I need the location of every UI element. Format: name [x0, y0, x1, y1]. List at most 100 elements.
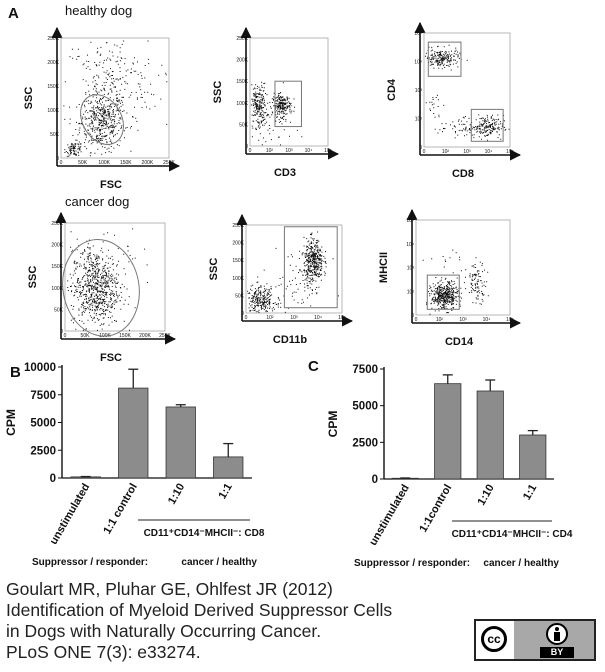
category-label: 1:1control	[417, 483, 454, 535]
caption-line-2: Identification of Myeloid Derived Suppre…	[6, 600, 393, 620]
bar	[213, 456, 244, 479]
y-tick-label: 100K	[236, 101, 248, 107]
x-tick-label: 10³	[285, 148, 293, 154]
x-axis-label: FSC	[100, 352, 122, 364]
flow-plot-ssc-fsc-healthy: 250K 200K 150K 100K 50K 00 50K 100K 150K 200K 250K…	[23, 26, 181, 191]
bar	[476, 390, 504, 480]
x-tick-label: 0	[423, 149, 426, 155]
gate-rectangle	[274, 80, 302, 128]
scatter-events	[422, 249, 489, 315]
gate-rectangle	[283, 226, 338, 309]
x-tick-label: 10⁵	[324, 148, 332, 154]
citation-caption: Goulart MR, Pluhar GE, Ohlfest JR (2012)…	[6, 579, 392, 663]
y-tick-label: 200K	[47, 60, 59, 66]
suppressor-responder-value: cancer / healthy	[483, 558, 559, 569]
gate-rectangle	[426, 274, 460, 310]
suppressor-responder-label: Suppressor / responder:	[354, 558, 470, 569]
scatter-events	[67, 228, 148, 331]
x-tick-label: 10²	[266, 315, 274, 321]
y-tick-label: 0	[60, 329, 63, 335]
y-tick-label: 10³	[415, 88, 423, 94]
bar	[519, 434, 547, 480]
category-label: 1:10	[166, 482, 187, 507]
y-tick-label: 5000	[30, 418, 56, 430]
y-tick-label: 10000	[24, 362, 56, 374]
gate-ellipse	[62, 238, 140, 337]
y-tick-label: 100K	[232, 276, 244, 282]
x-tick-label: 50K	[78, 160, 88, 166]
healthy-dog-title: healthy dog	[65, 3, 132, 18]
gate-rectangle	[470, 108, 504, 142]
y-tick-label: 0	[241, 311, 244, 317]
y-tick-label: 0	[419, 145, 422, 151]
panel-letter-b: B	[10, 364, 21, 381]
suppressor-responder-label: Suppressor / responder:	[32, 557, 148, 568]
y-tick-label: 0	[372, 474, 378, 486]
x-axis-label: CD3	[274, 167, 296, 179]
plot-frame	[249, 37, 329, 147]
y-tick-label: 150K	[51, 264, 63, 270]
x-tick-label: 0	[64, 333, 67, 339]
x-tick-label: 0	[60, 160, 63, 166]
plot-frame	[64, 222, 166, 332]
y-tick-label: 150K	[47, 84, 59, 90]
y-tick-label: 7500	[30, 390, 56, 402]
x-tick-label: 50K	[81, 333, 91, 339]
x-axis-label: CD8	[452, 168, 474, 180]
y-tick-label: 2500	[352, 437, 378, 449]
y-tick-label: 2500	[30, 445, 56, 457]
y-tick-label: 200K	[51, 243, 63, 249]
x-tick-label: 10⁴	[314, 315, 322, 321]
group-label: CD11⁺CD14⁻MHCII⁻: CD8	[144, 528, 265, 539]
y-axis-label: SSC	[23, 87, 35, 110]
x-tick-label: 250K	[163, 160, 175, 166]
cc-by-license-badge[interactable]: cc BY	[474, 619, 596, 661]
y-tick-label: 5000	[352, 401, 378, 413]
y-tick-label: 250K	[236, 36, 248, 42]
y-tick-label: 200K	[236, 58, 248, 64]
category-label: unstimulated	[367, 483, 412, 548]
x-tick-label: 10⁵	[506, 149, 514, 155]
y-axis-label: SSC	[212, 81, 224, 104]
flow-plot-ssc-cd11b-cancer: 250K 200K 150K 100K 50K 00 10² 10³ 10⁴ 10⁵ CD11b SS…	[208, 213, 354, 346]
scatter-events	[63, 40, 168, 157]
y-tick-label: 0	[56, 156, 59, 162]
x-tick-label: 10⁴	[483, 317, 491, 323]
plot-frame	[415, 219, 511, 316]
flow-plot-ssc-cd3-healthy: 250K 200K 150K 100K 50K 00 10² 10³ 10⁴ 10⁵ CD3 SSC	[212, 26, 340, 179]
gate-rectangle	[427, 41, 462, 77]
panel-letter-a: A	[8, 5, 19, 22]
scatter-events	[425, 44, 510, 141]
x-tick-label: 10⁴	[485, 149, 493, 155]
category-label: 1:10	[475, 483, 496, 508]
x-tick-label: 150K	[119, 333, 131, 339]
x-tick-label: 200K	[142, 160, 154, 166]
y-tick-label: 250K	[232, 223, 244, 229]
flow-plot-mhcii-cd14-cancer: 10⁵ 10⁴ 10³ 10² 00 10² 10³ 10⁴ 10⁵ CD14 MHCII	[378, 208, 522, 348]
y-tick-label: 250K	[51, 221, 63, 227]
y-tick-label: 50K	[235, 293, 245, 299]
y-tick-label: 50K	[54, 307, 64, 313]
y-tick-label: 10⁴	[414, 60, 422, 66]
bar	[165, 406, 196, 479]
caption-line-3: in Dogs with Naturally Occurring Cancer.	[6, 621, 322, 641]
caption-line-1: Goulart MR, Pluhar GE, Ohlfest JR (2012)	[6, 579, 333, 599]
y-axis-label: CD4	[386, 78, 398, 101]
x-tick-label: 10³	[290, 315, 298, 321]
y-tick-label: 10³	[407, 266, 415, 272]
y-tick-label: 0	[245, 144, 248, 150]
x-axis-label: CD14	[445, 336, 474, 348]
cc-icon: cc	[481, 626, 507, 652]
gate-ellipse	[80, 94, 124, 145]
x-tick-label: 10⁵	[338, 315, 346, 321]
x-tick-label: 0	[249, 148, 252, 154]
bar-chart-c: 7500 5000 2500 0 CPM unstimulated 1:1control 1:…	[326, 364, 573, 569]
y-axis-label: MHCII	[378, 252, 390, 283]
x-tick-label: 0	[245, 315, 248, 321]
category-label: 1:1	[217, 482, 235, 502]
by-label: BY	[540, 647, 574, 658]
y-tick-label: 10⁵	[414, 31, 422, 37]
x-tick-label: 250K	[159, 333, 171, 339]
y-tick-label: 50K	[239, 122, 249, 128]
y-tick-label: 0	[50, 473, 56, 485]
